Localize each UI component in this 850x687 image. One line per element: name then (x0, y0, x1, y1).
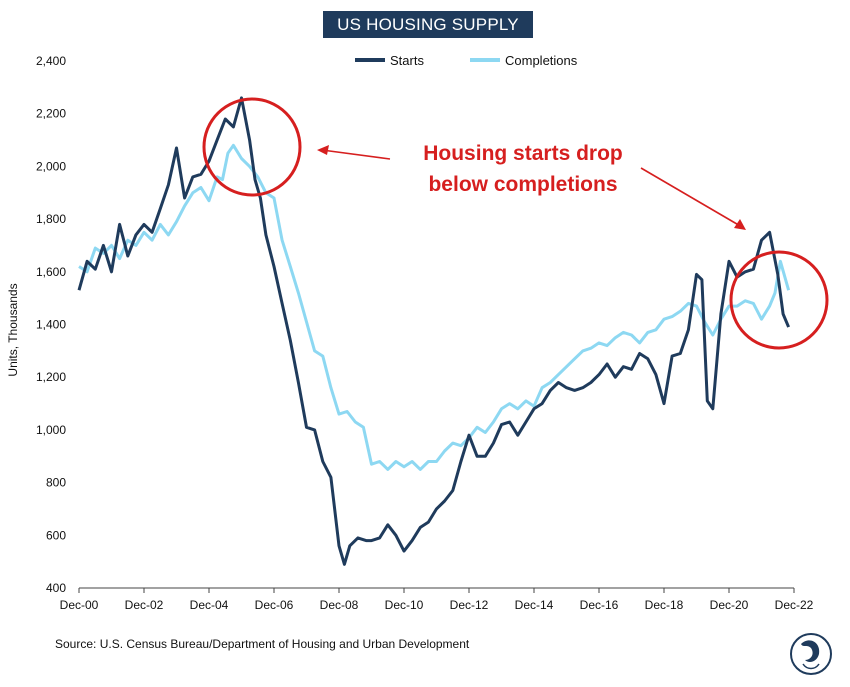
x-tick-label: Dec-18 (645, 598, 684, 612)
x-tick-label: Dec-00 (60, 598, 99, 612)
highlight-circle-2005 (202, 97, 302, 197)
x-tick-label: Dec-10 (385, 598, 424, 612)
x-tick-label: Dec-20 (710, 598, 749, 612)
highlight-circle-2022 (729, 250, 829, 350)
annotation-arrow-left (321, 149, 391, 160)
x-tick-label: Dec-12 (450, 598, 489, 612)
y-tick-label: 2,400 (36, 54, 66, 68)
y-tick-label: 1,800 (36, 212, 66, 226)
chart-axes: 400 600 800 1,000 1,200 1,400 1,600 1,800 2,000 2… (36, 54, 814, 612)
y-tick-label: 2,000 (36, 159, 66, 173)
x-tick-label: Dec-06 (255, 598, 294, 612)
annotation-text: Housing starts drop below completions (423, 142, 623, 196)
legend-completions-label: Completions (505, 53, 578, 68)
annotation-arrowhead-left (317, 145, 329, 155)
annotation-arrowhead-right (734, 219, 746, 230)
x-tick-label: Dec-14 (515, 598, 554, 612)
y-tick-label: 800 (46, 476, 66, 490)
chart-title: US HOUSING SUPPLY (323, 11, 533, 38)
sophia-logo (790, 633, 832, 675)
series-line-completions (78, 143, 791, 471)
chart-legend: Starts Completions (355, 53, 578, 68)
x-tick-label: Dec-04 (190, 598, 229, 612)
series-line-starts (77, 96, 790, 566)
y-tick-label: 400 (46, 581, 66, 595)
x-tick-label: Dec-16 (580, 598, 619, 612)
source-note: Source: U.S. Census Bureau/Department of… (55, 637, 470, 651)
y-tick-label: 1,000 (36, 423, 66, 437)
annotation-marks (202, 97, 829, 350)
x-tick-label: Dec-08 (320, 598, 359, 612)
annotation-arrow-right (640, 167, 743, 228)
y-tick-label: 1,600 (36, 265, 66, 279)
y-axis-label: Units, Thousands (6, 283, 20, 376)
x-tick-label: Dec-22 (775, 598, 814, 612)
y-tick-label: 1,400 (36, 318, 66, 332)
legend-starts-label: Starts (390, 53, 424, 68)
y-tick-label: 2,200 (36, 107, 66, 121)
x-tick-label: Dec-02 (125, 598, 164, 612)
y-tick-label: 600 (46, 528, 66, 542)
y-tick-label: 1,200 (36, 370, 66, 384)
chart-series (77, 96, 791, 566)
